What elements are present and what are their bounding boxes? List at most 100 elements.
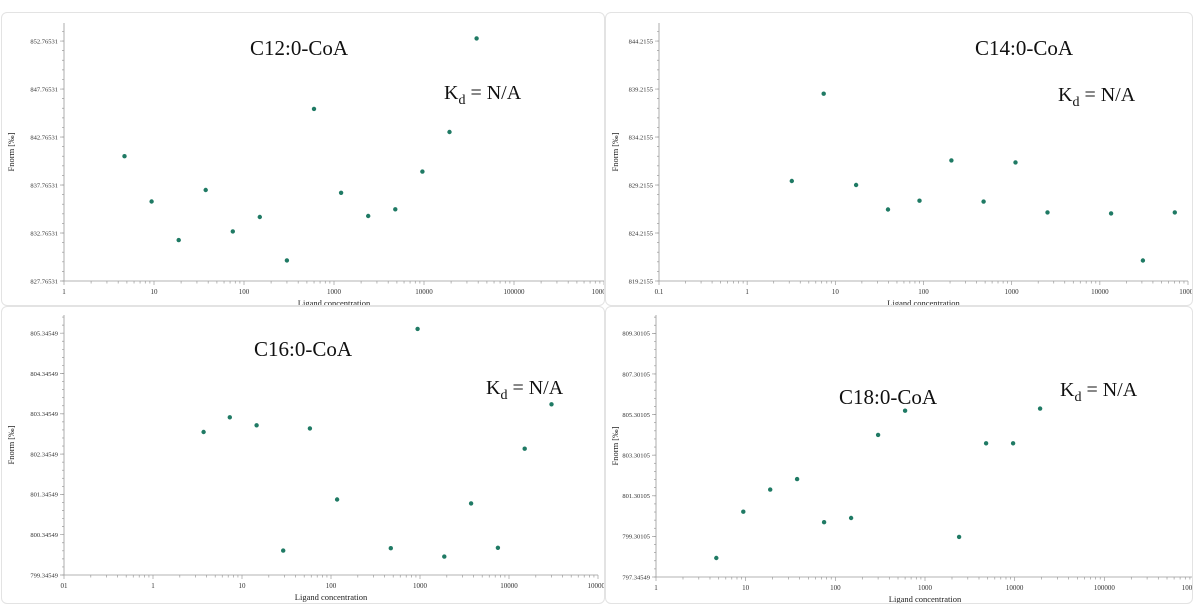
data-point bbox=[714, 555, 719, 561]
kd-annotation: Kd = N/A bbox=[486, 377, 564, 403]
chart-panel-c12: 1 10 100 1000 10000 100000 1000000 827.76531 832… bbox=[1, 12, 605, 306]
y-tick-label: 805.34549 bbox=[30, 331, 58, 338]
y-tick-label: 800.34549 bbox=[30, 532, 58, 539]
kd-subscript: d bbox=[500, 388, 507, 403]
y-tick-label: 799.30105 bbox=[622, 534, 650, 541]
x-tick-label: 1000000 bbox=[592, 288, 605, 296]
x-tick-label: 100 bbox=[918, 288, 929, 296]
y-tick-label: 801.34549 bbox=[30, 492, 58, 499]
y-tick-label: 844.2155 bbox=[629, 38, 653, 45]
y-tick-label: 801.30105 bbox=[622, 493, 650, 500]
chart-panel-c14: 0.1 1 10 100 1000 10000 10000 819.2155 824.2155 8… bbox=[605, 12, 1193, 306]
x-tick-label: 1000000 bbox=[1182, 584, 1193, 592]
y-tick-label: 797.34549 bbox=[622, 574, 650, 581]
data-point bbox=[388, 546, 393, 551]
data-point bbox=[821, 520, 827, 525]
y-axis-label: Fnorm [‰] bbox=[610, 426, 620, 465]
data-point bbox=[230, 229, 235, 234]
data-point bbox=[1010, 441, 1016, 446]
chart-panel-c16: 01 1 10 100 1000 10000 100000 799.34549 800.3454… bbox=[1, 306, 605, 604]
x-tick-label: 10 bbox=[151, 288, 159, 296]
kd-symbol: K bbox=[444, 82, 459, 104]
y-tick-label: 803.30105 bbox=[622, 452, 650, 459]
y-tick-label: 827.76531 bbox=[30, 278, 58, 285]
data-point bbox=[821, 91, 826, 96]
data-point bbox=[307, 426, 313, 431]
kd-symbol: K bbox=[486, 377, 501, 399]
data-point bbox=[1013, 160, 1018, 165]
kd-annotation: Kd = N/A bbox=[1060, 379, 1138, 405]
x-tick-label: 10 bbox=[742, 584, 750, 592]
kd-value: = N/A bbox=[1079, 84, 1135, 106]
x-tick-label: 10000 bbox=[500, 582, 518, 590]
data-point bbox=[149, 199, 154, 204]
x-tick-label: 10000 bbox=[1006, 584, 1024, 592]
y-tick-label: 834.2155 bbox=[629, 134, 653, 141]
kd-subscript: d bbox=[1072, 95, 1079, 110]
chart-title: C12:0-CoA bbox=[250, 36, 349, 60]
scatter-plot-c18: 1 10 100 1000 10000 100000 1000000 797.34549 799… bbox=[610, 315, 1193, 604]
data-point bbox=[1037, 406, 1043, 411]
x-tick-label: 10000 bbox=[1091, 288, 1109, 296]
y-tick-label: 805.30105 bbox=[622, 412, 650, 419]
data-point bbox=[227, 415, 232, 420]
data-point bbox=[203, 187, 208, 193]
chart-panel-c18: 1 10 100 1000 10000 100000 1000000 797.34549 799… bbox=[605, 306, 1193, 604]
x-tick-label: 0.1 bbox=[655, 288, 664, 296]
y-tick-label: 839.2155 bbox=[629, 86, 653, 93]
data-point bbox=[853, 182, 859, 188]
data-point bbox=[956, 534, 962, 540]
x-tick-label: 1000 bbox=[413, 582, 428, 590]
y-tick-label: 842.76531 bbox=[30, 134, 58, 141]
kd-symbol: K bbox=[1058, 84, 1073, 106]
y-tick-label: 799.34549 bbox=[30, 572, 58, 579]
data-point bbox=[201, 429, 206, 435]
data-point bbox=[768, 487, 773, 492]
x-tick-label: 01 bbox=[61, 582, 69, 590]
data-point bbox=[311, 106, 317, 112]
x-tick-label: 10 bbox=[832, 288, 840, 296]
data-point bbox=[522, 446, 527, 451]
x-tick-label: 1 bbox=[654, 584, 658, 592]
chart-title: C18:0-CoA bbox=[839, 385, 938, 409]
x-axis-label: Ligand concentration bbox=[889, 594, 962, 604]
x-tick-label: 100 bbox=[326, 582, 337, 590]
data-point bbox=[1172, 210, 1177, 215]
chart-title: C16:0-CoA bbox=[254, 337, 353, 361]
y-tick-label: 803.34549 bbox=[30, 411, 58, 418]
x-tick-label: 10000 bbox=[1179, 288, 1193, 296]
y-tick-label: 804.34549 bbox=[30, 371, 58, 378]
scatter-plot-c14: 0.1 1 10 100 1000 10000 10000 819.2155 824.2155 8… bbox=[610, 23, 1193, 305]
data-point bbox=[902, 408, 908, 413]
y-axis-label: Fnorm [‰] bbox=[610, 132, 620, 171]
y-tick-label: 824.2155 bbox=[629, 230, 653, 237]
y-tick-label: 802.34549 bbox=[30, 451, 58, 458]
scatter-plot-c12: 1 10 100 1000 10000 100000 1000000 827.76531 832… bbox=[6, 23, 605, 306]
x-tick-label: 10 bbox=[239, 582, 247, 590]
data-point bbox=[1140, 258, 1146, 263]
data-point bbox=[741, 509, 746, 514]
y-axis-label: Fnorm [‰] bbox=[6, 425, 16, 464]
kd-subscript: d bbox=[458, 93, 465, 108]
y-tick-label: 852.76531 bbox=[30, 38, 58, 45]
x-tick-label: 100000 bbox=[1094, 584, 1116, 592]
x-tick-label: 100 bbox=[830, 584, 841, 592]
kd-annotation: Kd = N/A bbox=[444, 82, 522, 108]
data-point bbox=[366, 213, 371, 219]
data-point bbox=[420, 169, 425, 174]
x-tick-label: 1000 bbox=[1005, 288, 1020, 296]
x-tick-label: 1000 bbox=[918, 584, 933, 592]
data-point bbox=[885, 207, 891, 212]
data-point bbox=[338, 190, 344, 195]
data-point bbox=[789, 178, 794, 184]
y-tick-label: 807.30105 bbox=[622, 371, 650, 378]
data-point bbox=[334, 497, 340, 502]
data-point bbox=[176, 237, 181, 243]
y-axis-label: Fnorm [‰] bbox=[6, 132, 16, 171]
x-axis-label: Ligand concentration bbox=[298, 298, 371, 306]
data-point bbox=[122, 154, 127, 159]
x-tick-label: 100000 bbox=[504, 288, 526, 296]
x-tick-label: 1000 bbox=[327, 288, 342, 296]
data-point bbox=[474, 36, 479, 41]
kd-value: = N/A bbox=[1081, 379, 1137, 401]
